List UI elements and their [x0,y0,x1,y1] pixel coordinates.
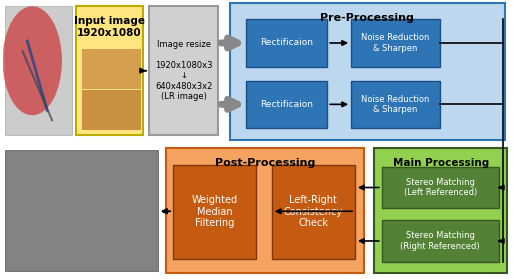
Bar [246,81,327,128]
Text: Stereo Matching
(Left Referenced): Stereo Matching (Left Referenced) [403,178,477,197]
Text: Main Processing: Main Processing [393,158,489,168]
Text: Post-Processing: Post-Processing [215,158,315,168]
Bar [149,6,218,135]
Text: Noise Reduction
& Sharpen: Noise Reduction & Sharpen [361,95,430,114]
Bar [82,90,141,130]
Bar [166,148,364,273]
Bar [76,6,143,135]
Text: Weighted
Median
Filtering: Weighted Median Filtering [191,195,237,229]
Bar [374,148,507,273]
Text: Stereo Matching
(Right Referenced): Stereo Matching (Right Referenced) [400,231,480,251]
Text: Left-Right
Consistency
Check: Left-Right Consistency Check [284,195,343,229]
Ellipse shape [3,6,62,115]
Bar [351,19,440,67]
Bar [8,153,155,267]
Text: Pre-Processing: Pre-Processing [320,13,414,23]
Bar [82,49,141,88]
Bar [173,165,256,259]
Bar [5,150,158,271]
Bar [382,167,499,208]
Bar [230,3,505,140]
Text: Rectificaion: Rectificaion [260,39,313,47]
Text: Rectificaion: Rectificaion [260,100,313,109]
Text: Input image
1920x1080: Input image 1920x1080 [74,16,145,38]
Bar [246,19,327,67]
Bar [351,81,440,128]
Text: Noise Reduction
& Sharpen: Noise Reduction & Sharpen [361,33,430,53]
Text: Image resize

1920x1080x3
↓
640x480x3x2
(LR image): Image resize 1920x1080x3 ↓ 640x480x3x2 (… [155,40,212,101]
Bar [272,165,355,259]
Bar [5,6,72,135]
Bar [382,220,499,262]
